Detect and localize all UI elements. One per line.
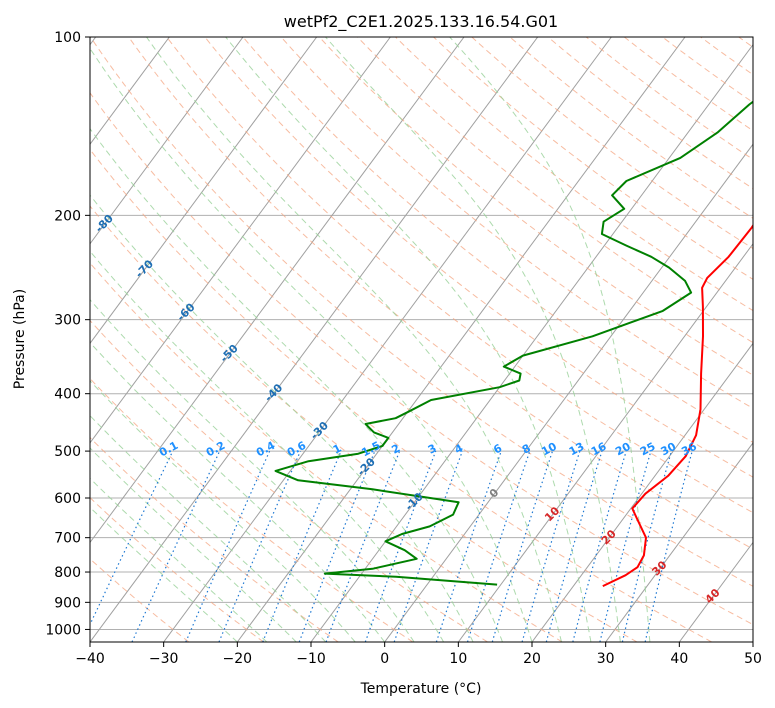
- x-tick-label: 30: [597, 651, 615, 667]
- moist-adiabat-line: [146, 37, 562, 642]
- mixing-ratio-line: [491, 450, 554, 642]
- dry-adiabat-line: [318, 37, 753, 376]
- moist-adiabat-lines: [90, 37, 651, 642]
- moist-adiabat-line: [449, 37, 651, 642]
- plot-area: -100-90-80-70-60-50-40-30-20-10010203040…: [90, 37, 753, 642]
- y-tick-label: 600: [54, 491, 81, 507]
- y-tick-label: 200: [54, 208, 81, 224]
- isotherm-line: [90, 37, 318, 345]
- isotherm-line: [605, 442, 753, 642]
- y-axis-title: Pressure (hPa): [12, 289, 28, 389]
- x-axis-ticks: −40 −30 −20 −10 0 10 20 30 40 50: [75, 642, 762, 667]
- dry-adiabat-line: [90, 262, 563, 642]
- moist-adiabat-line: [90, 47, 533, 642]
- y-tick-label: 500: [54, 444, 81, 460]
- isotherm-line: [90, 37, 539, 642]
- moist-adiabat-line: [90, 414, 327, 642]
- x-tick-label: −20: [223, 651, 253, 667]
- y-tick-label: 900: [54, 595, 81, 611]
- x-tick-label: 40: [670, 651, 688, 667]
- mixing-ratio-line: [90, 450, 174, 626]
- isotherm-line: [90, 37, 391, 444]
- moist-adiabat-line: [90, 299, 415, 642]
- dry-adiabat-line: [90, 148, 712, 642]
- x-tick-label: 10: [449, 651, 467, 667]
- moist-adiabat-line: [225, 37, 592, 642]
- mixing-ratio-line: [435, 450, 502, 642]
- mixing-ratio-label: 36: [679, 440, 699, 459]
- mixing-ratio-label: 30: [659, 440, 679, 459]
- mixing-ratio-lines: [90, 450, 693, 642]
- mixing-ratio-label: 20: [613, 440, 633, 459]
- moist-adiabat-line: [90, 341, 386, 642]
- x-axis-title: Temperature (°C): [360, 681, 482, 697]
- y-axis-ticks: 100 200 300 400 500 600 700 800 900 1000: [45, 30, 90, 638]
- y-tick-label: 100: [54, 30, 81, 46]
- isotherm-line: [236, 37, 686, 642]
- mixing-ratio-label: 10: [539, 440, 559, 459]
- y-tick-label: 400: [54, 387, 81, 403]
- dry-adiabat-line: [166, 37, 753, 514]
- mixing-ratio-line: [572, 450, 627, 642]
- dry-adiabat-lines: [90, 37, 753, 642]
- y-tick-label: 300: [54, 313, 81, 329]
- isotherm-line: [90, 37, 465, 544]
- moist-adiabat-line: [90, 127, 503, 642]
- mixing-ratio-label: 13: [567, 440, 587, 459]
- mixing-ratio-line: [131, 450, 221, 642]
- isotherm-line: [90, 37, 170, 146]
- mixing-ratio-line: [545, 450, 603, 642]
- chart-title: wetPf2_C2E1.2025.133.16.54.G01: [284, 12, 558, 32]
- plot-frame: [89, 36, 754, 643]
- isotherm-line: [90, 37, 244, 245]
- y-tick-label: 700: [54, 531, 81, 547]
- x-tick-label: −10: [296, 651, 326, 667]
- mixing-ratio-line: [521, 450, 581, 642]
- mixing-ratio-label: 16: [589, 440, 609, 459]
- x-tick-label: 0: [380, 651, 389, 667]
- dry-adiabat-line: [90, 205, 638, 642]
- dry-adiabat-line: [90, 91, 753, 626]
- isotherm-line: [531, 342, 753, 642]
- temperature-line: [602, 223, 753, 588]
- x-tick-label: −40: [75, 651, 105, 667]
- x-tick-label: −30: [149, 651, 179, 667]
- isotherm-line: [163, 37, 612, 642]
- dry-adiabat-line: [357, 37, 753, 344]
- y-tick-label: 1000: [45, 622, 81, 638]
- y-tick-label: 800: [54, 565, 81, 581]
- x-tick-label: 20: [523, 651, 541, 667]
- mixing-ratio-line: [325, 450, 401, 642]
- isotherm-line: [384, 143, 753, 642]
- dry-adiabat-line: [280, 37, 753, 409]
- mixing-ratio-line: [298, 450, 376, 642]
- x-tick-label: 50: [744, 651, 762, 667]
- mixing-ratio-label: 25: [638, 440, 658, 459]
- moist-adiabat-line: [90, 380, 356, 642]
- dry-adiabat-line: [90, 37, 753, 587]
- profile-series: [274, 100, 753, 588]
- mixing-ratio-line: [466, 450, 531, 642]
- isotherm-line: [457, 242, 753, 642]
- dry-adiabat-line: [128, 37, 753, 550]
- dry-adiabat-line: [90, 377, 414, 642]
- moist-adiabat-line: [325, 37, 621, 642]
- dewpoint-line: [274, 100, 753, 586]
